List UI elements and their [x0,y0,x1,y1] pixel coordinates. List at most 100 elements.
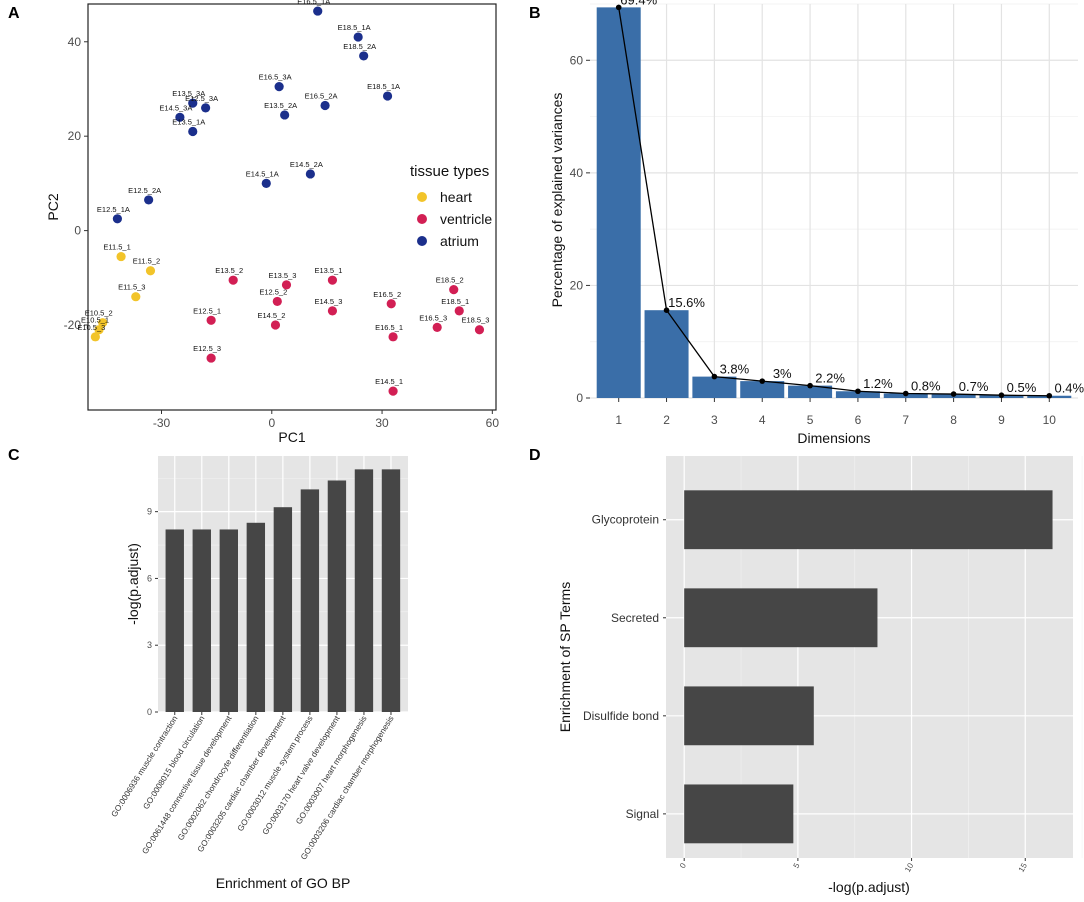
chart-a-point [320,100,330,111]
chart-b-series-point [902,390,909,397]
chart-a-point [272,296,282,307]
chart-a-point-label: E14.5_2A [290,160,323,169]
chart-b-data-label: 15.6% [668,295,705,310]
chart-a-point [474,325,485,335]
chart-a-point-label: E13.5_3A [172,89,205,98]
chart-a-point-label: E14.5_2 [257,311,285,320]
chart-a-point-label: E13.5_2 [215,266,243,275]
chart-b-xlabel: Dimensions [797,430,870,446]
chart-b-data-label: 3.8% [720,362,750,377]
chart-a-xtick-label: 0 [268,416,275,430]
chart-d-ytick-label: Secreted [611,611,659,625]
chart-a-legend-key [417,192,427,202]
chart-b-xtick-label: 10 [1043,413,1057,427]
chart-a-point-label: E13.5_3 [269,271,297,280]
chart-a-point-label: E14.5_1A [246,169,279,178]
chart-a-point-label: E18.5_3 [461,316,489,325]
chart-a-point [432,322,442,332]
chart-a-point [388,332,398,342]
chart-b-bar: 69.4% 15.6% 3.8% 3% 2.2% 1.2% 0.8% 0.7% 0.5% 0.4%… [549,0,1084,446]
chart-a-point [188,126,198,137]
chart-a-point-label: E18.5_1A [367,82,400,91]
chart-a-point-label: E12.5_3A [185,94,218,103]
chart-b-series-point [711,373,718,380]
chart-b-xtick-label: 3 [711,413,718,427]
chart-a-legend-key [417,236,427,246]
chart-b-series-point [998,392,1005,398]
chart-b-series-point [950,391,957,397]
chart-b-xtick-label: 4 [759,413,766,427]
chart-a-point [388,386,398,396]
chart-a-point [98,318,108,328]
chart-a-point [270,320,281,330]
chart-b-data-label: 2.2% [815,371,845,386]
chart-b-bar [740,381,785,398]
chart-a-point-label: E12.5_1A [97,205,130,214]
chart-a-point-label: E13.5_2A [264,101,297,110]
chart-a-point [327,275,338,285]
chart-a-point [144,195,154,205]
chart-d-xtick-label: 5 [792,861,802,870]
chart-a-legend-title: tissue types [410,163,489,180]
chart-a-legend-label: atrium [440,233,479,249]
chart-a-ticks: -30 0 30 60 -20 0 20 40 [64,35,500,430]
chart-d-ylabel: Enrichment of SP Terms [557,582,573,732]
chart-a-scatter: -30 0 30 60 -20 0 20 40 E16.5_1A E18.5_1A E18.5_2… [45,0,499,445]
chart-d-ytick-label: Signal [626,807,659,821]
chart-b-xtick-label: 7 [902,413,909,427]
chart-a-point [359,51,369,61]
chart-a-point [206,353,216,363]
chart-a-point-label: E10.5_3 [77,323,105,332]
chart-a-point [206,315,216,325]
chart-b-ytick-label: 40 [570,166,584,180]
panel-letter-a: A [8,5,20,22]
chart-b-data-label: 0.5% [1007,380,1037,395]
chart-b-series-point [1046,392,1053,399]
chart-a-legend: tissue types heart ventricle atrium [410,163,492,249]
chart-c-ytick-label: 6 [147,573,152,583]
chart-c-bar [327,480,347,712]
chart-b-ylabel: Percentage of explained variances [549,93,565,308]
chart-a-point-label: E16.5_1 [375,323,403,332]
chart-b-xtick-label: 1 [615,413,622,427]
chart-d-xtick-label: 0 [678,861,688,870]
chart-a-xtick-label: 60 [486,416,500,430]
chart-a-point-label: E10.5_1 [81,316,109,325]
chart-b-series-point [807,382,813,389]
chart-a-point-label: E10.5_2 [85,309,113,318]
chart-a-point-label: E14.5_1 [375,377,403,386]
chart-d-bar [684,686,814,746]
chart-a-xtick-label: -30 [153,416,171,430]
chart-d-ytick-label: Glycoprotein [592,513,659,527]
chart-a-point [280,110,290,120]
chart-b-series-point [855,388,861,395]
chart-b-xtick-label: 9 [998,413,1005,427]
chart-b-xtick-label: 2 [663,413,670,427]
chart-a-point [313,6,323,16]
chart-a-point [131,292,141,302]
chart-a-point [112,214,123,224]
chart-b-bar [596,7,641,399]
chart-a-xtick-label: 30 [375,416,389,430]
chart-a-point-label: E18.5_2 [436,276,464,285]
chart-a-legend-label: ventricle [440,211,492,227]
chart-c-ytick-label: 3 [147,640,152,650]
panel-letter-c: C [8,447,20,464]
chart-c-ylabel: -log(p.adjust) [125,543,141,625]
chart-a-ytick-label: -20 [64,318,82,332]
chart-c-bar [381,469,401,712]
chart-b-ytick-label: 0 [576,391,583,405]
chart-a-point [454,306,464,316]
chart-a-point [449,285,459,295]
panel-letter-d: D [529,447,541,464]
chart-b-data-label: 0.8% [911,378,941,393]
chart-a-ytick-label: 0 [74,224,81,238]
chart-a-point-label: E18.5_1 [441,297,469,306]
chart-b-ytick-label: 60 [570,53,584,67]
chart-c-bar [192,529,211,712]
chart-c-bar [273,507,293,712]
chart-b-series-point [615,4,622,11]
chart-a-point-label: E14.5_3 [314,297,342,306]
